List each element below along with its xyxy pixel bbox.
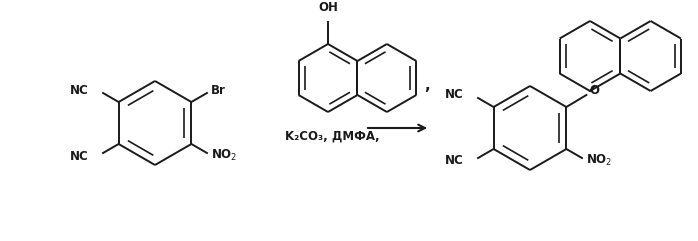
Text: NO$_2$: NO$_2$ <box>211 147 237 162</box>
Text: NC: NC <box>70 83 89 96</box>
Text: NC: NC <box>70 149 89 162</box>
Text: ,: , <box>424 79 430 94</box>
Text: NC: NC <box>445 154 464 167</box>
Text: O: O <box>589 85 600 98</box>
Text: OH: OH <box>318 1 338 14</box>
Text: Br: Br <box>211 85 226 98</box>
Text: K₂CO₃, ДМФА,: K₂CO₃, ДМФА, <box>285 129 379 142</box>
Text: NC: NC <box>445 88 464 101</box>
Text: NO$_2$: NO$_2$ <box>586 153 612 167</box>
